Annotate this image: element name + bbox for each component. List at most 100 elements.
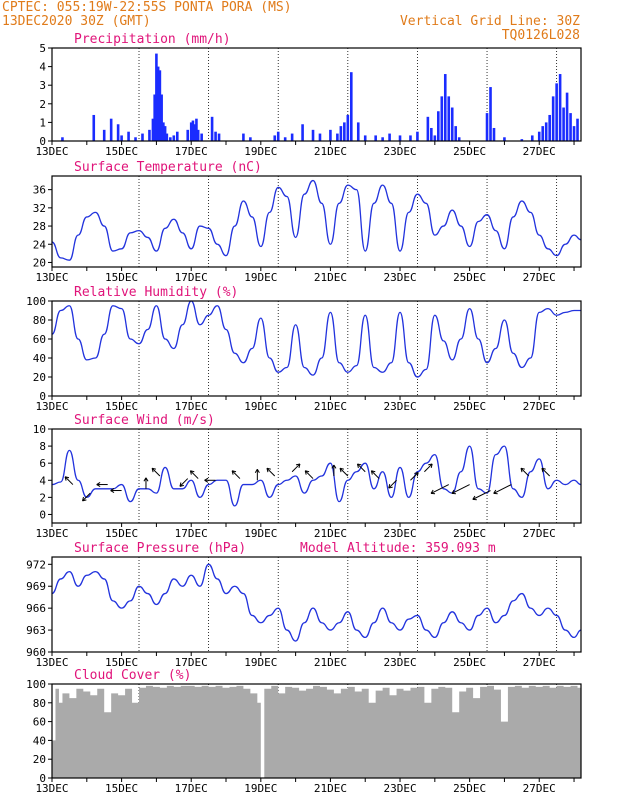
precip-bar-24: [191, 120, 195, 141]
precip-bar-20: [172, 135, 176, 141]
wind-arrow-14: [331, 464, 337, 476]
precip-ytick-0: 0: [39, 135, 46, 148]
wind-arrow-25: [520, 467, 530, 477]
header-grid-note: Vertical Grid Line: 30Z: [400, 14, 580, 29]
wind-xtick-4: 21DEC: [314, 527, 347, 540]
wind-xtick-6: 25DEC: [453, 527, 486, 540]
precip-bar-58: [437, 111, 440, 141]
precip-bar-44: [343, 122, 346, 141]
precip-bar-75: [551, 96, 555, 141]
wind-arrow-8: [204, 477, 216, 483]
precip-bar-19: [169, 137, 172, 141]
precip-bar-31: [217, 133, 221, 141]
precip-ytick-5: 5: [39, 42, 46, 55]
precip-bar-11: [153, 94, 156, 141]
wind-arrow-13: [304, 470, 314, 479]
pres-frame: [51, 556, 582, 653]
precip-bar-16: [162, 122, 165, 141]
precip-bar-1: [92, 114, 96, 141]
precip-bar-17: [163, 126, 167, 141]
pres-xtick-5: 23DEC: [383, 656, 416, 669]
cloud-xtick-4: 21DEC: [314, 782, 347, 795]
wind-ytick-4: 8: [39, 440, 46, 453]
precip-bar-36: [283, 137, 287, 141]
precip-xtick-5: 23DEC: [383, 145, 416, 158]
wind-arrow-7: [189, 470, 199, 479]
precip-bar-41: [329, 129, 332, 141]
wind-arrow-26: [541, 467, 551, 477]
precip-bar-63: [454, 126, 458, 141]
cloud-xtick-1: 15DEC: [105, 782, 138, 795]
precip-bar-52: [398, 135, 402, 141]
precip-bar-74: [548, 114, 551, 141]
precip-bar-22: [186, 129, 190, 141]
precip-bar-53: [409, 135, 412, 141]
precip-bar-76: [555, 83, 558, 141]
cloud-xtick-5: 23DEC: [383, 782, 416, 795]
precip-bar-65: [485, 113, 489, 141]
rh-title: Relative Humidity (%): [74, 285, 238, 300]
precip-bar-45: [346, 114, 350, 141]
wind-arrow-16: [356, 463, 366, 473]
precip-ytick-1: 1: [39, 116, 46, 129]
precip-bar-18: [165, 133, 169, 141]
rh-ytick-2: 40: [33, 352, 46, 365]
precip-bar-12: [155, 53, 158, 141]
precip-bar-33: [249, 137, 252, 141]
precip-bar-0: [61, 137, 64, 141]
precip-bar-64: [457, 137, 461, 141]
cloud-xtick-3: 19DEC: [244, 782, 277, 795]
wind-xtick-7: 27DEC: [523, 527, 556, 540]
precip-bar-39: [311, 129, 315, 141]
precip-ytick-4: 4: [39, 61, 46, 74]
precip-bar-49: [374, 135, 377, 141]
precip-xtick-1: 15DEC: [105, 145, 138, 158]
wind-arrow-18: [388, 479, 397, 489]
precip-xtick-0: 13DEC: [35, 145, 68, 158]
wind-xtick-3: 19DEC: [244, 527, 277, 540]
wind-arrow-1: [82, 492, 91, 502]
precip-bar-8: [141, 133, 144, 141]
rh-frame: [51, 300, 582, 397]
wind-arrow-12: [291, 463, 301, 473]
wind-frame: [51, 428, 582, 524]
pres-ytick-2: 966: [26, 602, 46, 615]
temp-line: [51, 179, 582, 261]
precip-bar-32: [242, 133, 245, 141]
wind-arrow-19: [410, 472, 419, 481]
precip-bar-54: [416, 131, 419, 141]
rh-ytick-3: 60: [33, 333, 46, 346]
rh-line: [51, 300, 581, 378]
precip-frame: [51, 47, 582, 142]
temp-xtick-7: 27DEC: [523, 271, 556, 284]
precip-bar-34: [273, 135, 277, 141]
wind-arrow-15: [339, 467, 349, 477]
pres-xtick-1: 15DEC: [105, 656, 138, 669]
precip-xtick-2: 17DEC: [175, 145, 208, 158]
precip-bar-70: [530, 135, 534, 141]
cloud-ytick-0: 0: [39, 772, 46, 785]
panel-wind: Surface Wind (m/s) 0 2 4 6 8 10 13DEC 15DEC 17DEC…: [33, 413, 582, 540]
precip-bar-61: [447, 96, 451, 141]
wind-title: Surface Wind (m/s): [74, 413, 215, 428]
pres-ytick-3: 969: [26, 580, 46, 593]
precip-bar-29: [210, 116, 214, 141]
wind-ytick-0: 0: [39, 508, 46, 521]
wind-ytick-3: 6: [39, 457, 46, 470]
precip-bar-82: [576, 118, 579, 141]
wind-arrow-17: [370, 470, 380, 479]
panel-temp: Surface Temperature (nC) 20 24 28 32 36 13DEC 1…: [33, 160, 582, 284]
precip-bar-27: [196, 129, 200, 141]
rh-xtick-5: 23DEC: [383, 400, 416, 413]
temp-ytick-3: 32: [33, 202, 46, 215]
pres-xtick-2: 17DEC: [175, 656, 208, 669]
rh-xtick-0: 13DEC: [35, 400, 68, 413]
precip-xtick-4: 21DEC: [314, 145, 347, 158]
precip-bar-9: [148, 129, 151, 141]
temp-ytick-1: 24: [33, 238, 47, 251]
wind-arrow-4: [143, 477, 149, 489]
precip-bar-21: [175, 131, 179, 141]
rh-xtick-2: 17DEC: [175, 400, 208, 413]
precip-bar-51: [388, 133, 391, 141]
precip-bar-35: [276, 131, 280, 141]
